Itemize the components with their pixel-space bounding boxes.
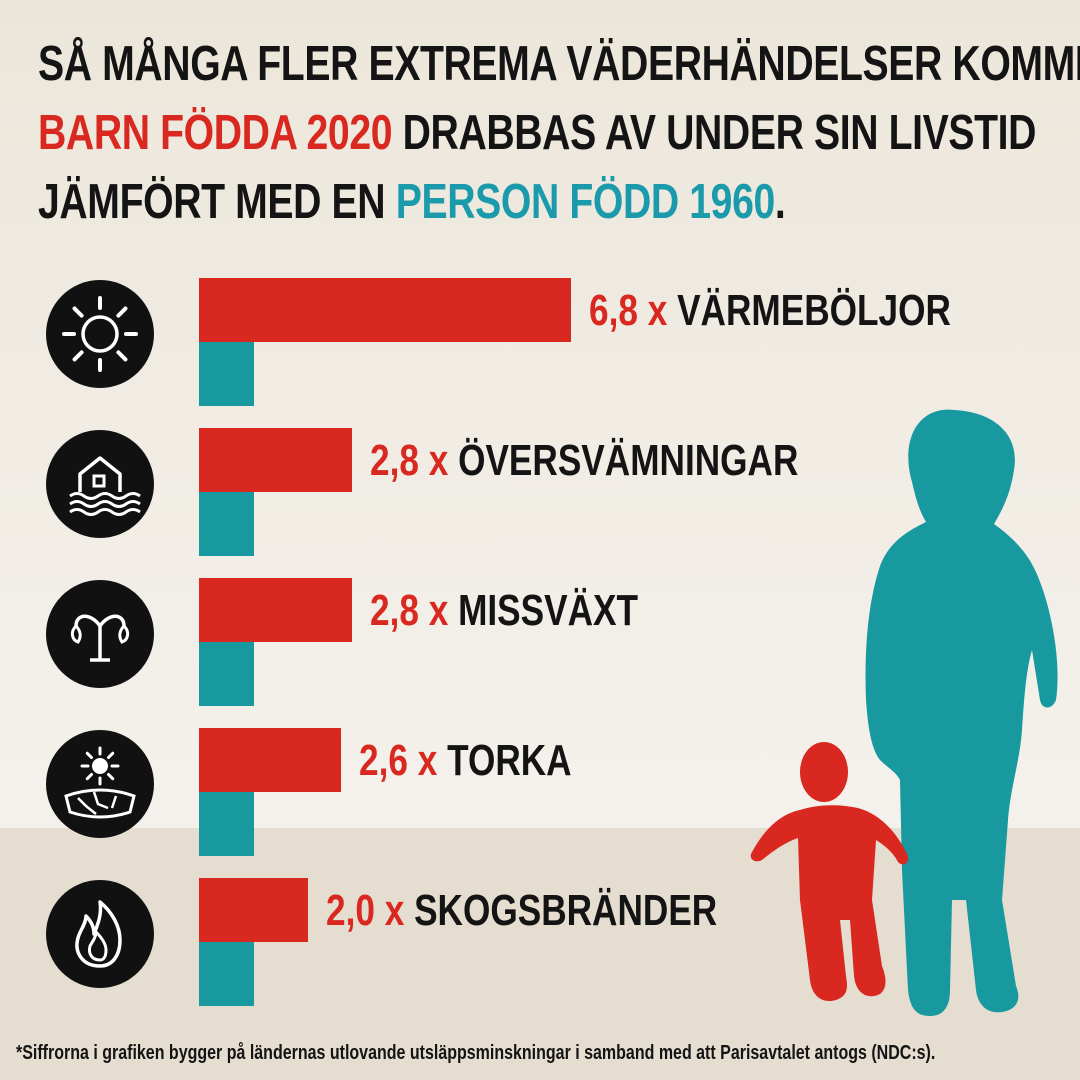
title-born-1960: PERSON FÖDD 1960 [395, 175, 776, 229]
bar-born-2020 [199, 278, 571, 342]
title-line-3-end: . [774, 175, 786, 229]
multiplier-label: 2,8 x [370, 586, 459, 635]
child-silhouette [750, 742, 909, 1002]
fire-icon [46, 880, 154, 988]
bar-born-1960 [199, 492, 254, 556]
title-born-2020: BARN FÖDDA 2020 [38, 106, 393, 160]
multiplier-label: 2,0 x [326, 886, 415, 935]
category-label: VÄRMEBÖLJOR [677, 286, 951, 335]
bar-born-2020 [199, 578, 353, 642]
title-line-3-start: JÄMFÖRT MED EN [38, 175, 396, 229]
wilted-plant-icon [46, 580, 154, 688]
category-label: MISSVÄXT [458, 586, 639, 635]
category-label: SKOGSBRÄNDER [414, 886, 718, 935]
bar-data-label: 2,6 x TORKA [359, 729, 572, 793]
bar-data-label: 2,8 x MISSVÄXT [370, 579, 638, 643]
flooded-house-icon [46, 430, 154, 538]
multiplier-label: 6,8 x [588, 286, 678, 335]
bar-data-label: 2,0 x SKOGSBRÄNDER [326, 879, 717, 943]
category-label: ÖVERSVÄMNINGAR [458, 436, 799, 485]
adult-silhouette [865, 409, 1058, 1016]
bar-data-label: 2,8 x ÖVERSVÄMNINGAR [370, 429, 798, 493]
footnote: *Siffrorna i grafiken bygger på länderna… [16, 1042, 936, 1064]
category-label: TORKA [447, 736, 572, 785]
bar-born-1960 [199, 792, 254, 856]
bar-born-2020 [199, 428, 353, 492]
title-line-2-rest: DRABBAS AV UNDER SIN LIVSTID [392, 106, 1037, 160]
bar-born-2020 [199, 728, 342, 792]
silhouette-illustration [750, 409, 1058, 1016]
background-floor [0, 828, 1080, 1080]
title-line-1: SÅ MÅNGA FLER EXTREMA VÄDERHÄNDELSER KOM… [38, 37, 1080, 91]
sun-icon [46, 280, 154, 388]
bar-born-1960 [199, 642, 254, 706]
title-line-3: JÄMFÖRT MED EN PERSON FÖDD 1960. [38, 168, 846, 237]
chart-title: SÅ MÅNGA FLER EXTREMA VÄDERHÄNDELSER KOM… [38, 30, 1080, 237]
bar-born-2020 [199, 878, 309, 942]
bar-born-1960 [199, 942, 254, 1006]
drought-icon [46, 730, 154, 838]
title-line-2: BARN FÖDDA 2020 DRABBAS AV UNDER SIN LIV… [38, 99, 1036, 168]
bar-data-label: 6,8 x VÄRMEBÖLJOR [589, 279, 951, 343]
multiplier-label: 2,6 x [359, 736, 448, 785]
multiplier-label: 2,8 x [370, 436, 459, 485]
bar-born-1960 [199, 342, 254, 406]
